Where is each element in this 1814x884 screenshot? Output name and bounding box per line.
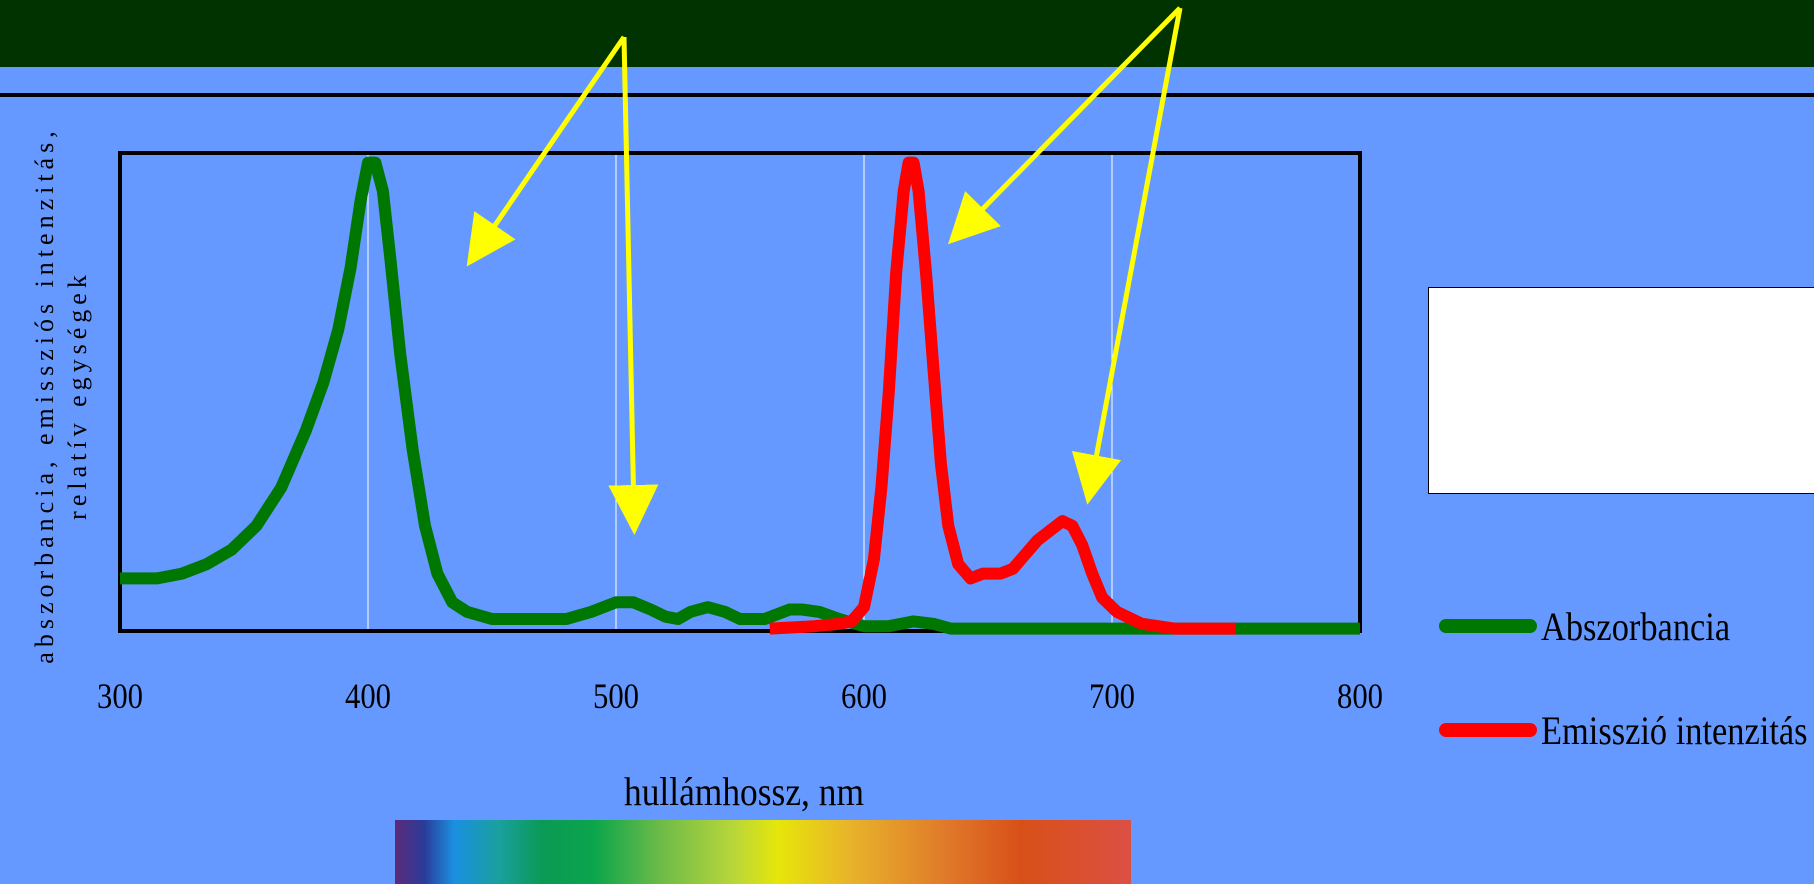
x-tick-label-800: 800	[1337, 676, 1383, 716]
legend-swatch-emission	[1439, 723, 1537, 737]
arrow-to-absorbance-peak	[466, 35, 627, 267]
header-band	[0, 0, 1814, 67]
series-line-emission	[769, 156, 1236, 635]
pointer-arrows	[466, 6, 1183, 535]
plot-area-frame	[118, 151, 1362, 633]
x-tick-label-500: 500	[593, 676, 639, 716]
chart-legend: Abszorbancia Emisszió intenzitás	[1428, 287, 1814, 753]
arrow-to-emission-shoulder	[1071, 7, 1183, 505]
series-layer	[120, 156, 1360, 635]
x-tick-label-400: 400	[345, 676, 391, 716]
vertical-gridlines	[367, 153, 1113, 631]
legend-label-absorbance: Abszorbancia	[1541, 603, 1731, 649]
arrow-to-emission-peak	[947, 6, 1182, 245]
x-tick-label-600: 600	[841, 676, 887, 716]
y-axis-label: abszorbancia, emissziós intenzitás, rela…	[30, 126, 92, 663]
series-line-absorbance	[120, 156, 1360, 635]
x-axis-label: hullámhossz, nm	[624, 769, 864, 814]
x-tick-labels: 300 400 500 600 700 800	[97, 676, 1383, 716]
legend-item-emission: Emisszió intenzitás	[1439, 705, 1814, 755]
y-axis-label-line-1: abszorbancia, emissziós intenzitás,	[30, 126, 59, 663]
legend-label-emission: Emisszió intenzitás	[1541, 707, 1808, 753]
legend-swatch-absorbance	[1439, 619, 1537, 633]
arrow-to-absorbance-minor-peak	[608, 36, 659, 535]
y-axis-label-line-2: relatív egységek	[63, 270, 92, 520]
x-tick-label-300: 300	[97, 676, 143, 716]
horizontal-rule	[0, 93, 1814, 97]
visible-spectrum-bar	[395, 820, 1131, 884]
x-tick-label-700: 700	[1089, 676, 1135, 716]
legend-item-absorbance: Abszorbancia	[1439, 601, 1761, 651]
